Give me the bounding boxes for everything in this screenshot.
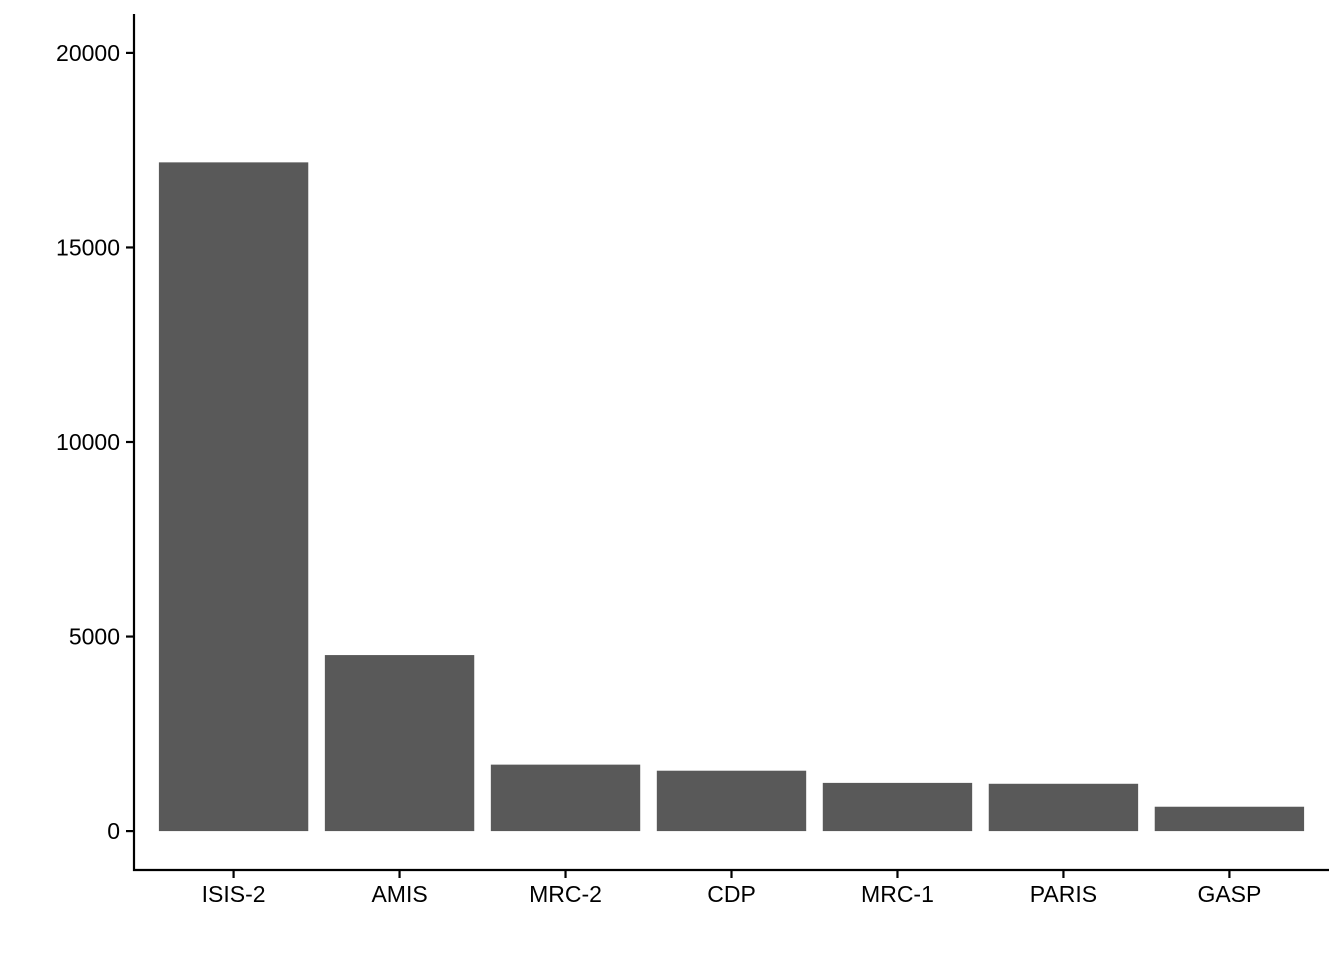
bar-mrc-1 — [822, 782, 973, 832]
y-tick-label: 10000 — [56, 429, 120, 455]
bar-isis-2 — [158, 162, 309, 832]
x-tick-label: CDP — [707, 881, 756, 907]
bar-gasp — [1154, 806, 1305, 832]
bar-amis — [324, 655, 475, 832]
y-tick-label: 20000 — [56, 40, 120, 66]
bar-cdp — [656, 770, 807, 832]
y-tick-label: 15000 — [56, 234, 120, 260]
x-axis: ISIS-2 AMIS MRC-2 CDP MRC-1 PARIS GASP — [202, 870, 1261, 907]
bar-mrc-2 — [490, 764, 641, 832]
x-tick-label: MRC-1 — [861, 881, 934, 907]
axis-lines — [132, 14, 1329, 872]
x-tick-label: AMIS — [371, 881, 427, 907]
bars-layer — [158, 162, 1305, 832]
y-tick-label: 5000 — [69, 624, 120, 650]
x-tick-label: GASP — [1197, 881, 1261, 907]
bar-paris — [988, 783, 1139, 832]
x-tick-label: ISIS-2 — [202, 881, 266, 907]
y-axis: 0 5000 10000 15000 20000 — [56, 40, 134, 844]
x-tick-label: MRC-2 — [529, 881, 602, 907]
x-tick-label: PARIS — [1030, 881, 1097, 907]
y-tick-label: 0 — [107, 818, 120, 844]
